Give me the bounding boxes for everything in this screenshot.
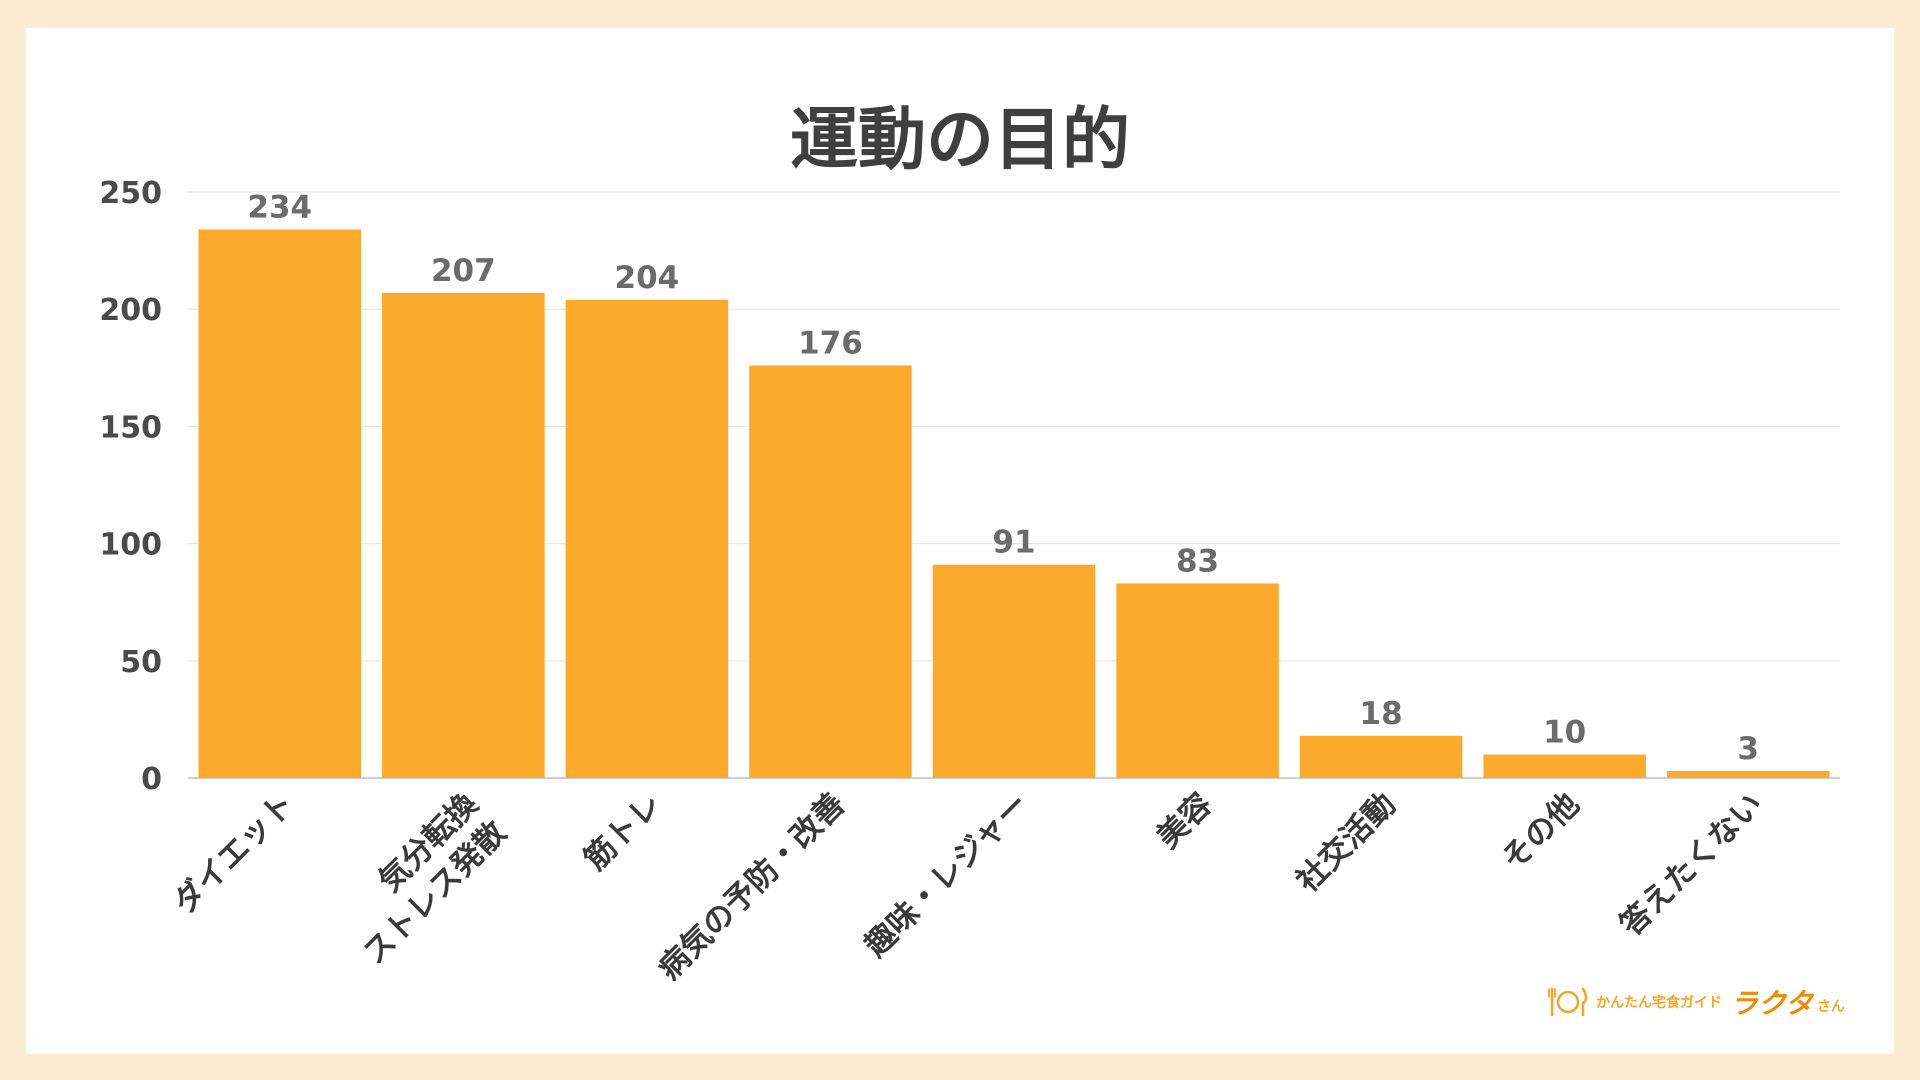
y-tick-label: 250 [99,176,162,211]
bar [1299,735,1463,778]
data-label: 207 [431,253,496,289]
data-label: 3 [1737,731,1759,767]
x-tick-label: 気分転換ストレス発散 [328,785,514,971]
x-tick-label: 病気の予防・改善 [651,786,852,987]
bars [198,229,1830,778]
data-label: 234 [247,190,312,226]
x-tick-label: 趣味・レジャー [858,786,1036,964]
y-tick-label: 50 [120,645,162,680]
bar [1116,583,1279,778]
x-tick-label: その他 [1495,786,1586,877]
logo-wordmark-suffix: さん [1816,999,1845,1015]
bar [749,365,912,778]
bar [565,299,729,778]
bar [198,229,362,778]
x-tick-label: 美容 [1150,786,1219,855]
logo-subtitle: かんたん宅食ガイド [1596,995,1722,1011]
data-label: 176 [798,325,863,361]
x-tick-label: ダイエット [167,786,302,921]
y-tick-label: 200 [99,293,162,328]
x-tick-label: 答えたくない [1613,786,1770,943]
y-tick-label: 100 [99,528,162,563]
data-label: 10 [1543,715,1586,751]
x-tick-label: 社交活動 [1290,786,1403,899]
data-label: 91 [992,525,1035,561]
y-tick-label: 0 [141,762,162,797]
bar [382,292,545,778]
bar [1666,770,1830,778]
logo-wordmark: ラクタ [1730,987,1813,1020]
x-tick-label: 筋トレ [577,786,668,877]
data-label: 204 [615,260,680,296]
plate-fork-knife-icon [1548,985,1588,1019]
data-label: 83 [1176,543,1219,579]
bar [932,564,1096,778]
bar [1483,754,1646,778]
y-axis-ticks: 0 50 100 150 200 250 [99,176,162,797]
brand-logo: かんたん宅食ガイド ラクタ さん [1548,982,1845,1022]
data-label: 18 [1360,696,1403,732]
chart-title: 運動の目的 [789,101,1130,180]
y-tick-label: 150 [99,410,162,445]
value-labels: 234 207 204 176 91 83 18 10 3 [247,190,1759,767]
